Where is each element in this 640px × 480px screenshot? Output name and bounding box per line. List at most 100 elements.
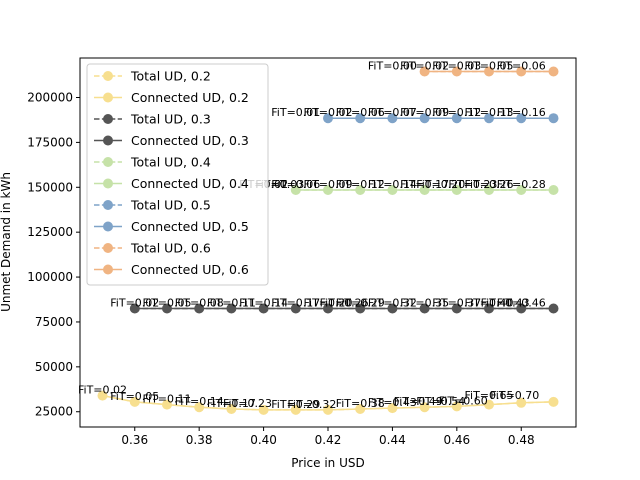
legend-label: Total UD, 0.2 xyxy=(130,69,211,84)
x-tick-label: 0.44 xyxy=(379,433,406,447)
legend-label: Connected UD, 0.5 xyxy=(131,219,249,234)
data-point xyxy=(548,396,559,407)
point-annotation: FiT=0.05 xyxy=(110,390,159,403)
legend-marker xyxy=(103,221,113,232)
legend-label: Total UD, 0.5 xyxy=(130,198,211,213)
data-point xyxy=(451,113,462,124)
point-annotation: FiT=0.46 xyxy=(497,297,546,310)
y-tick-label: 175000 xyxy=(27,135,73,149)
point-annotation: FiT=0.00 xyxy=(368,60,417,73)
data-point xyxy=(355,404,366,414)
point-annotation: FiT=0.70 xyxy=(490,389,539,402)
point-annotation: FiT=0.17 xyxy=(271,297,320,310)
data-point xyxy=(419,185,430,195)
point-annotation: FiT=0.17 xyxy=(400,178,449,191)
data-point xyxy=(484,113,494,124)
point-annotation: FiT=0.32 xyxy=(368,297,417,310)
plot-area xyxy=(97,66,559,415)
data-point xyxy=(226,404,237,414)
data-point xyxy=(387,403,398,414)
data-point xyxy=(323,303,333,314)
data-point xyxy=(516,185,527,195)
data-point xyxy=(323,185,333,195)
data-point xyxy=(484,185,494,195)
point-annotation: FiT=0.12 xyxy=(336,178,385,191)
point-annotation: FiT=0.06 xyxy=(271,178,320,191)
legend-marker xyxy=(103,92,113,103)
data-point xyxy=(484,66,494,77)
point-annotation: FiT=0.38 xyxy=(336,397,385,410)
x-tick-label: 0.42 xyxy=(315,433,342,447)
x-tick-label: 0.38 xyxy=(186,433,213,447)
point-annotation: FiT=0.16 xyxy=(497,106,546,119)
point-annotation: FiT=0.06 xyxy=(336,106,385,119)
y-tick-label: 25000 xyxy=(35,405,73,419)
x-axis: 0.36 0.38 0.40 0.42 0.44 0.46 0.48 xyxy=(121,427,535,447)
data-point xyxy=(419,113,430,124)
data-point xyxy=(355,303,366,314)
legend-label: Total UD, 0.6 xyxy=(130,241,211,256)
data-point xyxy=(258,404,269,415)
data-point xyxy=(419,303,430,314)
legend-box xyxy=(86,63,269,286)
point-annotation: FiT=0.40 xyxy=(464,297,513,310)
data-point xyxy=(419,402,430,413)
data-point xyxy=(548,113,559,124)
data-point xyxy=(129,303,140,314)
x-axis-label: Price in USD xyxy=(291,456,364,470)
data-point xyxy=(548,185,559,195)
point-annotation: FiT=0.02 xyxy=(303,106,352,119)
data-point xyxy=(194,303,205,314)
point-annotation: FiT=0.35 xyxy=(400,297,449,310)
annotations: FiT=0.02FiT=0.05FiT=0.11FiT=0.14FiT=0.17… xyxy=(78,60,546,411)
point-annotation: FiT=0.11 xyxy=(142,393,191,406)
y-tick-label: 50000 xyxy=(35,360,73,374)
y-tick-label: 125000 xyxy=(27,225,73,239)
point-annotation: FiT=0.29 xyxy=(336,297,385,310)
legend-marker xyxy=(103,178,113,189)
point-annotation: FiT=0.37 xyxy=(432,297,481,310)
point-annotation: FiT=0.14 xyxy=(239,297,288,310)
data-point xyxy=(355,113,366,124)
point-annotation: FiT=0.02 xyxy=(78,384,127,397)
data-point xyxy=(97,390,108,401)
y-axis-label: Unmet Demand in kWh xyxy=(0,172,13,312)
data-point xyxy=(548,66,559,77)
legend-label: Connected UD, 0.2 xyxy=(131,90,249,105)
data-point xyxy=(451,185,462,195)
data-point xyxy=(516,397,527,408)
point-annotation: FiT=0.26 xyxy=(464,178,513,191)
data-point xyxy=(162,399,172,410)
data-point xyxy=(226,303,237,314)
data-point xyxy=(290,185,301,195)
y-tick-label: 100000 xyxy=(27,270,73,284)
legend-marker xyxy=(103,71,113,81)
point-annotation: FiT=0.05 xyxy=(142,297,191,310)
point-annotation: FiT=0.09 xyxy=(400,106,449,119)
legend-label: Connected UD, 0.3 xyxy=(131,133,249,148)
data-point xyxy=(484,303,494,314)
data-point xyxy=(516,66,527,77)
legend-marker xyxy=(103,200,113,210)
point-annotation: FiT=0.54 xyxy=(416,395,465,408)
point-annotation: FiT=0.23 xyxy=(223,397,272,410)
point-annotation: FiT=0.05 xyxy=(464,60,513,73)
data-point xyxy=(548,303,559,314)
point-annotation: FiT=0.14 xyxy=(175,395,224,408)
point-annotation: FiT=0.43 xyxy=(368,396,417,409)
data-point xyxy=(129,396,140,407)
y-tick-label: 150000 xyxy=(27,180,73,194)
point-annotation: FiT=0.20 xyxy=(416,178,465,191)
data-point xyxy=(290,303,301,314)
data-point xyxy=(419,66,430,77)
y-axis: 25000 50000 75000 100000 125000 150000 175000 2… xyxy=(27,91,80,419)
point-annotation: FiT=0.14 xyxy=(368,178,417,191)
point-annotation: FiT=0.03 xyxy=(432,60,481,73)
legend: Total UD, 0.2 Connected UD, 0.2 Total UD, … xyxy=(86,63,269,286)
x-tick-label: 0.46 xyxy=(443,433,470,447)
data-point xyxy=(323,404,333,415)
point-annotation: FiT=0.65 xyxy=(464,389,513,402)
legend-label: Connected UD, 0.6 xyxy=(131,262,249,277)
legend-label: Total UD, 0.3 xyxy=(130,112,211,127)
